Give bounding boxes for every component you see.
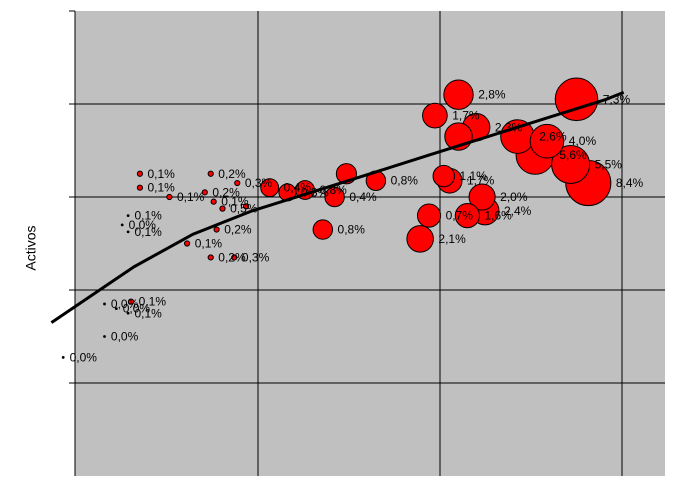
bubble — [454, 203, 480, 229]
bubble — [416, 203, 442, 228]
data-label: 1,7% — [452, 109, 480, 123]
bubble — [207, 170, 214, 177]
data-label: 0,1% — [148, 181, 176, 195]
bubble — [231, 254, 238, 261]
data-label: 0,2% — [218, 250, 246, 264]
data-label: 2,0% — [500, 190, 528, 204]
bubble — [219, 205, 226, 212]
bubble — [210, 198, 217, 205]
data-label: 5,5% — [595, 157, 623, 171]
bubble — [260, 178, 280, 198]
bubble — [312, 219, 334, 240]
bubble — [103, 302, 106, 306]
data-label: 7,3% — [603, 92, 631, 106]
data-label: 0,3% — [245, 176, 273, 190]
bubble — [103, 335, 106, 338]
data-label: 2,1% — [438, 232, 466, 246]
data-label: 0,0% — [111, 330, 139, 344]
bubble — [120, 223, 124, 227]
data-label: 2,6% — [539, 130, 567, 144]
data-label: 2,8% — [478, 88, 506, 102]
data-label: 0,8% — [391, 174, 419, 188]
data-label: 0,0% — [123, 302, 151, 316]
bubble — [529, 123, 565, 159]
bubble — [201, 189, 208, 196]
y-axis-label: Activos — [22, 225, 39, 271]
bubble — [432, 164, 455, 188]
bubble — [422, 102, 448, 129]
bubble — [166, 193, 173, 201]
bubble — [126, 311, 130, 315]
bubble — [61, 356, 65, 359]
bubble — [207, 254, 214, 261]
data-label: 0,4% — [284, 181, 312, 195]
data-label: 0,1% — [135, 225, 163, 239]
bubble — [443, 79, 474, 110]
bubble — [213, 226, 220, 233]
data-label: 0,1% — [148, 167, 176, 181]
data-label: 5,6% — [559, 148, 587, 162]
bubble — [126, 230, 130, 234]
data-label: 0,8% — [338, 223, 366, 237]
data-label: 0,2% — [218, 167, 246, 181]
bubble — [136, 184, 143, 191]
data-label: 0,1% — [139, 295, 167, 309]
data-label: 0,2% — [224, 223, 252, 237]
bubble — [406, 225, 434, 253]
bubble — [468, 183, 496, 211]
bubble — [126, 214, 130, 218]
trendline — [50, 91, 625, 324]
data-label: 1,6% — [484, 209, 512, 223]
data-label: 0,1% — [135, 306, 163, 320]
data-label: 0,0% — [111, 297, 139, 311]
data-label: 1,1% — [459, 169, 487, 183]
bubble — [243, 203, 250, 210]
data-label: 0,1% — [195, 237, 223, 251]
bubble — [324, 186, 345, 208]
data-label: 0,7% — [446, 209, 474, 223]
data-label: 8,4% — [616, 176, 644, 190]
data-label: 1,7% — [467, 174, 495, 188]
data-label: 0,3% — [242, 250, 270, 264]
data-label: 4,0% — [569, 134, 597, 148]
data-label: 2,4% — [504, 204, 532, 218]
data-label: 0,4% — [349, 190, 377, 204]
data-label: 0,2% — [212, 185, 240, 199]
data-label: 0,1% — [135, 209, 163, 223]
data-label: 0,1% — [177, 190, 205, 204]
data-label: 0,1% — [221, 195, 249, 209]
bubble — [136, 170, 143, 177]
bubble — [184, 240, 191, 247]
bubble — [234, 179, 241, 187]
bubble — [114, 307, 118, 310]
data-label: 0,0% — [70, 350, 98, 364]
bubble — [554, 77, 599, 122]
bubble — [551, 144, 591, 184]
bubble — [127, 298, 135, 305]
data-label: 0,0% — [129, 218, 157, 232]
